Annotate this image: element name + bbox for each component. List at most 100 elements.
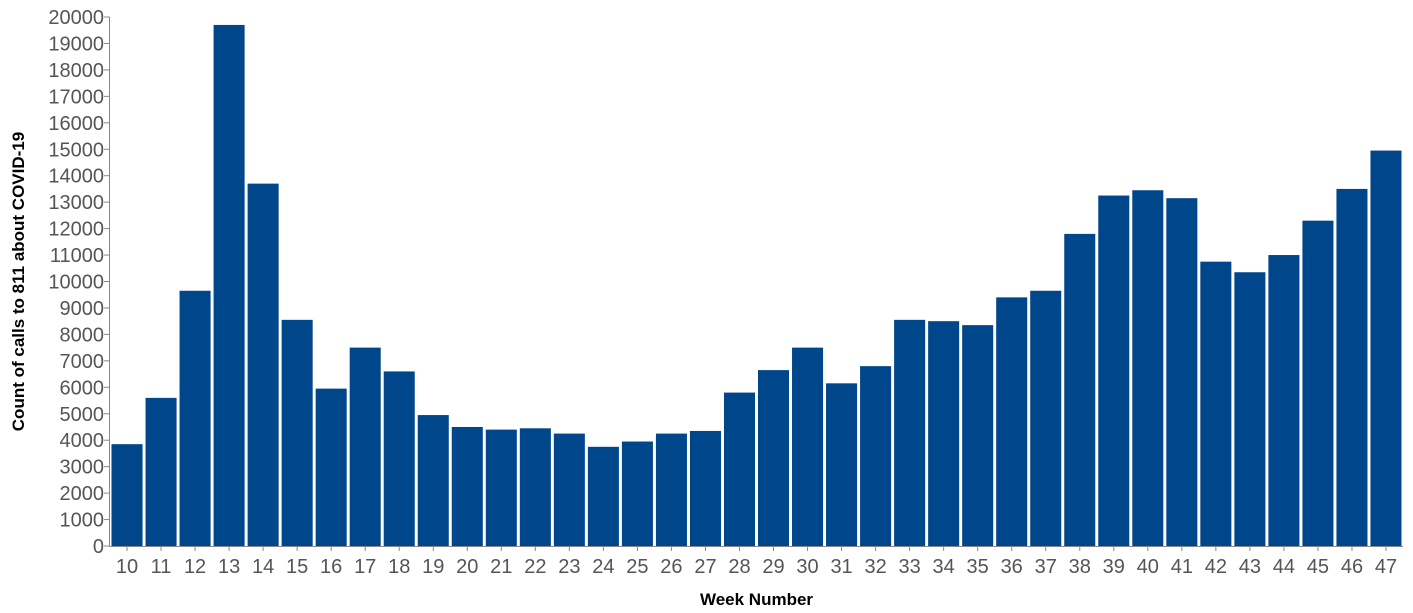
bar-week-24: [587, 446, 619, 546]
y-tick-label: 20000: [48, 7, 104, 29]
bar-week-30: [792, 347, 824, 547]
y-tick-label: 5000: [60, 404, 105, 426]
bar-week-21: [485, 429, 517, 546]
x-tick-label: 31: [830, 556, 852, 578]
x-tick-label: 10: [116, 556, 138, 578]
x-tick-label: 47: [1375, 556, 1397, 578]
bar-week-33: [894, 319, 926, 546]
x-tick-label: 17: [354, 556, 376, 578]
x-tick-label: 28: [728, 556, 750, 578]
x-tick-label: 40: [1137, 556, 1159, 578]
x-tick-label: 36: [1001, 556, 1023, 578]
bar-week-44: [1268, 255, 1300, 547]
x-tick-label: 24: [592, 556, 614, 578]
bar-week-17: [349, 347, 381, 547]
y-tick-label: 9000: [60, 298, 105, 320]
y-tick-label: 0: [93, 536, 104, 558]
y-tick-label: 7000: [60, 351, 105, 373]
x-axis-title: Week Number: [700, 590, 813, 609]
bar-week-36: [996, 297, 1028, 546]
bar-week-25: [621, 441, 653, 546]
bar-week-15: [281, 319, 313, 546]
x-tick-label: 39: [1103, 556, 1125, 578]
x-tick-label: 35: [967, 556, 989, 578]
bar-week-20: [451, 426, 483, 546]
x-tick-label: 15: [286, 556, 308, 578]
x-tick-label: 25: [626, 556, 648, 578]
bar-week-13: [213, 24, 245, 546]
bar-week-39: [1098, 195, 1130, 547]
bar-week-31: [826, 383, 858, 546]
x-tick-label: 16: [320, 556, 342, 578]
x-tick-label: 32: [864, 556, 886, 578]
x-tick-label: 14: [252, 556, 274, 578]
x-tick-label: 27: [694, 556, 716, 578]
x-tick-label: 23: [558, 556, 580, 578]
bar-week-35: [962, 325, 994, 546]
bar-week-34: [928, 321, 960, 546]
x-tick-label: 42: [1205, 556, 1227, 578]
bar-week-45: [1302, 220, 1334, 547]
y-tick-label: 13000: [48, 192, 104, 214]
bar-week-41: [1166, 198, 1198, 546]
x-tick-label: 30: [796, 556, 818, 578]
bar-week-10: [111, 444, 143, 546]
bar-week-38: [1064, 233, 1096, 546]
x-tick-label: 12: [184, 556, 206, 578]
bar-week-40: [1132, 190, 1164, 546]
x-tick-label: 13: [218, 556, 240, 578]
x-tick-label: 11: [151, 556, 172, 578]
y-tick-label: 8000: [60, 324, 105, 346]
bar-week-16: [315, 388, 347, 546]
x-tick-label: 29: [762, 556, 784, 578]
bar-week-28: [723, 392, 755, 546]
bar-week-26: [655, 433, 687, 546]
y-tick-label: 1000: [60, 510, 105, 532]
y-tick-label: 6000: [60, 377, 105, 399]
bar-week-47: [1370, 150, 1402, 546]
x-tick-label: 26: [660, 556, 682, 578]
x-tick-label: 37: [1035, 556, 1057, 578]
bar-week-11: [145, 397, 177, 546]
bar-week-43: [1234, 272, 1266, 546]
y-tick-label: 17000: [48, 86, 104, 108]
y-tick-label: 14000: [48, 166, 104, 188]
x-tick-label: 33: [898, 556, 920, 578]
bar-week-42: [1200, 261, 1232, 546]
x-tick-label: 18: [388, 556, 410, 578]
y-tick-label: 3000: [60, 457, 105, 479]
x-tick-label: 21: [490, 556, 512, 578]
x-tick-label: 41: [1171, 556, 1193, 578]
bars-group: [111, 24, 1402, 547]
y-tick-label: 12000: [48, 219, 104, 241]
y-tick-label: 18000: [48, 60, 104, 82]
bar-week-27: [689, 430, 721, 546]
x-tick-label: 45: [1307, 556, 1329, 578]
bar-week-23: [553, 433, 585, 546]
y-axis-title: Count of calls to 811 about COVID-19: [9, 132, 28, 431]
bar-week-29: [758, 370, 790, 546]
x-tick-label: 20: [456, 556, 478, 578]
x-tick-label: 19: [422, 556, 444, 578]
x-tick-label: 22: [524, 556, 546, 578]
bar-week-22: [519, 428, 551, 546]
bar-week-37: [1030, 290, 1062, 546]
bar-week-32: [860, 366, 892, 546]
bar-week-14: [247, 183, 279, 546]
x-tick-label: 38: [1069, 556, 1091, 578]
y-tick-label: 11000: [50, 245, 104, 267]
y-tick-label: 19000: [48, 33, 104, 55]
y-tick-label: 15000: [48, 139, 104, 161]
y-tick-label: 16000: [48, 113, 104, 135]
y-tick-label: 2000: [60, 483, 105, 505]
y-axis: 0 1000 2000 3000 4000 5000 6000 7000 8000 9000 100…: [48, 7, 110, 558]
x-tick-label: 46: [1341, 556, 1363, 578]
x-tick-label: 43: [1239, 556, 1261, 578]
bar-week-12: [179, 290, 211, 546]
y-tick-label: 4000: [60, 430, 105, 452]
bar-week-46: [1336, 188, 1368, 547]
x-tick-label: 44: [1273, 556, 1295, 578]
x-axis: 10 11 12 13 14 15 16 17 18 19 20 21 22 23 24 25 26 27 28 29…: [109, 546, 1403, 578]
y-tick-label: 10000: [48, 272, 104, 294]
